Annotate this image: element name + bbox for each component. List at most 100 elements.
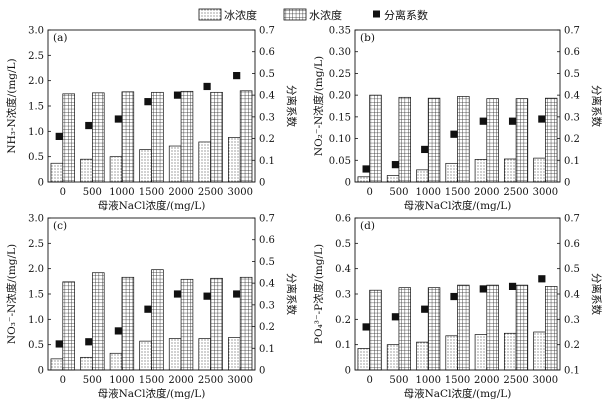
marker-coef xyxy=(538,115,546,123)
bar-water xyxy=(515,98,529,183)
bar-ice xyxy=(168,145,182,183)
ytick-label: 0.5 xyxy=(28,340,44,351)
bar-water xyxy=(369,94,382,183)
chart-panel-2: 00.050.100.150.200.250.300.3500.10.20.30… xyxy=(312,26,603,213)
y2tick-label: 0.3 xyxy=(564,112,580,123)
y2tick-label: 0.2 xyxy=(259,134,275,145)
y2-axis-label: 分离系数 xyxy=(285,273,298,315)
ytick-label: 0.35 xyxy=(329,26,351,37)
marker-coef xyxy=(508,282,517,290)
bar-water xyxy=(239,276,253,371)
bar-ice xyxy=(139,149,152,183)
bar-water xyxy=(121,276,135,371)
ytick-label: 2.0 xyxy=(28,76,44,87)
xtick-label: 0 xyxy=(366,187,372,198)
ytick-label: 0.5 xyxy=(335,239,351,250)
xtick-label: 1000 xyxy=(109,375,134,386)
y2tick-label: 0.7 xyxy=(259,26,275,37)
xtick-label: 3000 xyxy=(533,375,558,386)
xtick-label: 0 xyxy=(60,187,66,198)
marker-coef xyxy=(203,82,211,91)
marker-coef xyxy=(85,338,93,346)
marker-coef xyxy=(450,130,458,138)
bar-water xyxy=(398,96,411,183)
legend-swatch-ice xyxy=(198,8,222,21)
y2tick-label: 0.3 xyxy=(259,300,275,311)
y2tick-label: 0 xyxy=(259,366,265,377)
bar-water xyxy=(427,97,441,183)
xtick-label: 1500 xyxy=(445,375,470,386)
xtick-label: 2000 xyxy=(168,187,193,198)
marker-coef xyxy=(508,117,517,125)
chart-panel-3: 0 0.5 1.0 1.5 2.0 2.5 3.0 0 0.1 0.2 0.3 0.4 0.5 0.6 0.… xyxy=(5,214,298,401)
bar-water xyxy=(121,91,135,183)
ytick-label: 1.0 xyxy=(28,315,44,326)
marker-coef xyxy=(85,121,93,130)
y2tick-label: 0.6 xyxy=(564,47,580,58)
xtick-label: 0 xyxy=(366,375,372,386)
xtick-label: 1000 xyxy=(415,187,440,198)
xtick-label: 3000 xyxy=(227,375,252,386)
y2tick-label: 0.7 xyxy=(564,26,580,37)
marker-coef xyxy=(114,327,122,335)
ytick-label: 3.0 xyxy=(28,26,44,37)
chart-panel-1: 0 0.5 1.0 1.5 2.0 2.5 3.0 0 0.1 0.2 0.3 0.4 0.5 0.6 0.… xyxy=(5,26,298,213)
xtick-label: 2500 xyxy=(198,187,223,198)
bar-ice xyxy=(50,358,64,371)
y2tick-label: 0.4 xyxy=(564,91,580,102)
ytick-label: 1.5 xyxy=(28,290,44,301)
marker-coef xyxy=(233,290,241,298)
xtick-label: 500 xyxy=(83,187,102,198)
bar-ice xyxy=(504,332,517,371)
bar-water xyxy=(545,286,558,371)
bar-ice xyxy=(416,169,429,183)
bar-ice xyxy=(445,335,458,371)
bar-ice xyxy=(386,175,400,183)
marker-coef xyxy=(479,117,487,125)
bar-water xyxy=(92,272,105,371)
bar-water xyxy=(210,277,223,371)
legend-label-ice: 冰浓度 xyxy=(224,8,257,22)
y2tick-label: 0 xyxy=(259,178,265,189)
bar-water xyxy=(457,284,470,371)
ytick-label: 0.05 xyxy=(329,156,351,167)
ytick-label: 0.20 xyxy=(329,91,351,102)
y-axis-label: NH₃-N浓度/(mg/L) xyxy=(5,58,18,153)
y-axis-label: NO₃⁻-N浓度/(mg/L) xyxy=(5,244,18,344)
legend-swatch-water xyxy=(283,8,307,21)
y2tick-label: 0.3 xyxy=(564,315,580,326)
xtick-label: 2000 xyxy=(474,187,499,198)
panel-label: (a) xyxy=(53,32,67,44)
y2tick-label: 0.1 xyxy=(564,156,580,167)
bar-ice xyxy=(109,352,123,371)
xtick-label: 1500 xyxy=(445,187,470,198)
marker-coef xyxy=(421,145,429,154)
ytick-label: 1.0 xyxy=(28,127,44,138)
bar-ice xyxy=(533,331,546,371)
xtick-label: 500 xyxy=(389,187,408,198)
bar-water xyxy=(92,92,105,183)
bar-water xyxy=(151,91,164,183)
x-axis-label: 母液NaCl浓度/(mg/L) xyxy=(404,387,512,400)
y2tick-label: 0.6 xyxy=(259,47,275,58)
y2tick-label: 0.5 xyxy=(259,257,275,268)
y2tick-label: 0.4 xyxy=(259,91,275,102)
bar-water xyxy=(62,281,75,371)
bar-ice xyxy=(228,137,241,183)
y2tick-label: 0.5 xyxy=(564,69,580,80)
y2tick-label: 0.1 xyxy=(259,344,275,355)
y2tick-label: 0.4 xyxy=(259,279,275,290)
marker-coef xyxy=(55,132,63,140)
xtick-label: 3000 xyxy=(227,187,252,198)
ytick-label: 1.5 xyxy=(28,102,44,113)
bar-water xyxy=(180,278,194,371)
x-axis-label: 母液NaCl浓度/(mg/L) xyxy=(404,199,512,212)
panel-label: (b) xyxy=(360,32,375,44)
y2tick-label: 0.3 xyxy=(259,112,275,123)
x-axis-label: 母液NaCl浓度/(mg/L) xyxy=(98,199,206,212)
y-axis-label: NO₂⁻-N浓度/(mg/L) xyxy=(312,56,325,156)
marker-coef xyxy=(391,161,400,169)
bar-ice xyxy=(198,338,211,371)
xtick-label: 3000 xyxy=(533,187,558,198)
ytick-label: 0.5 xyxy=(28,152,44,163)
